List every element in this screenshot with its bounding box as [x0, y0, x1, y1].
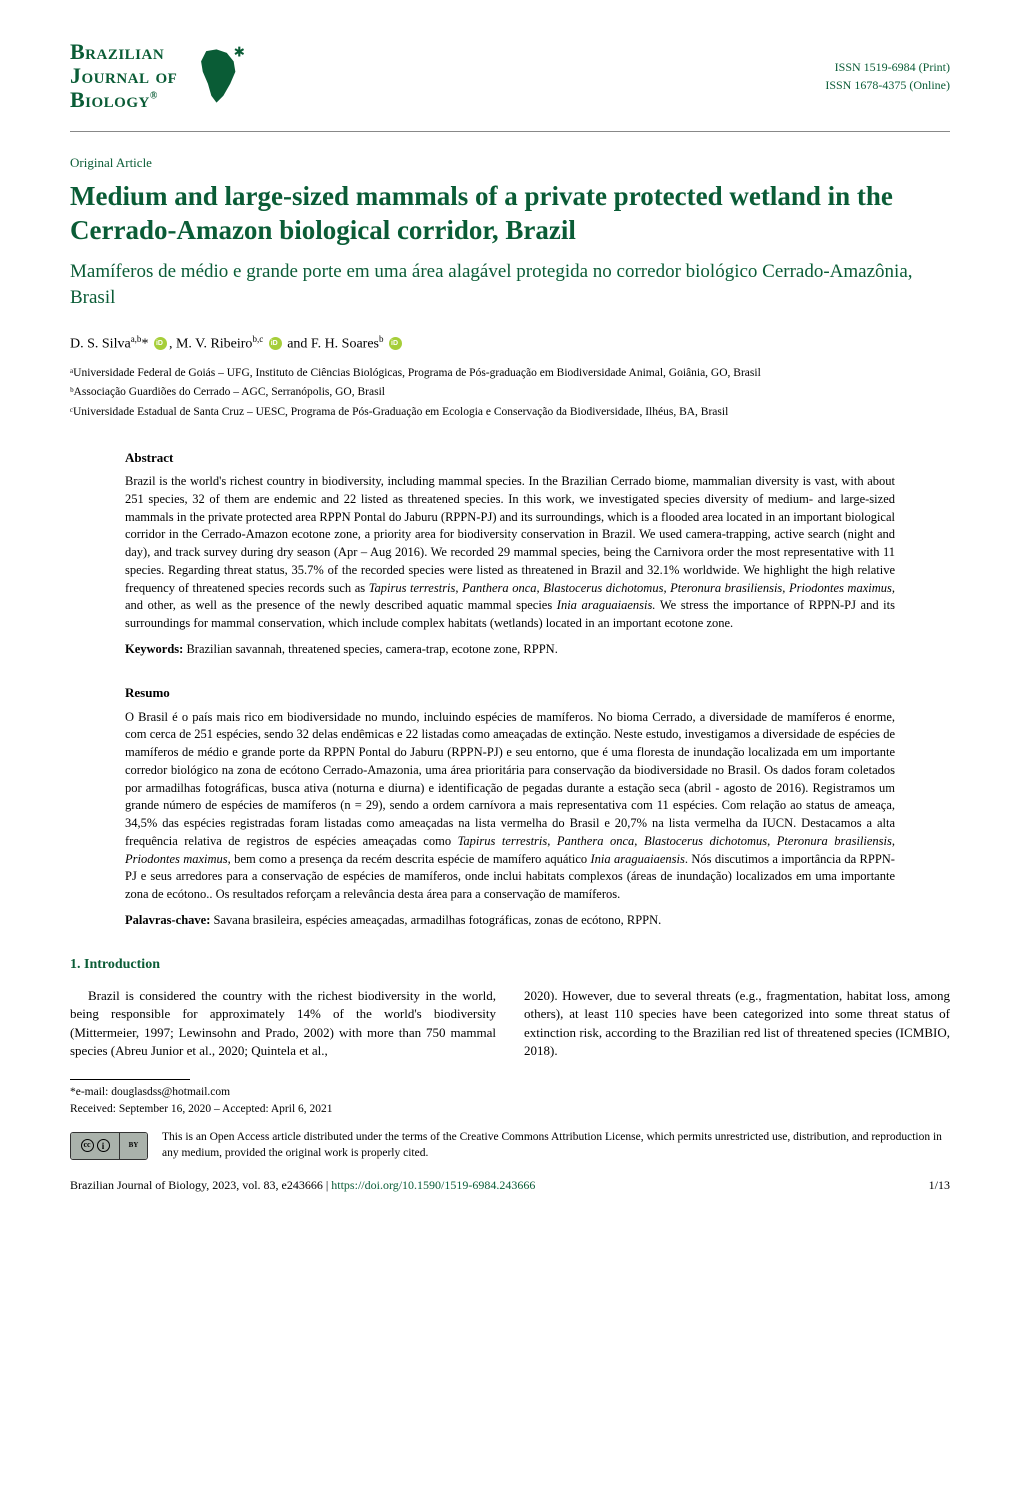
- journal-name-line3: Biology®: [70, 88, 177, 112]
- cc-by-badge-icon: cci BY: [70, 1132, 148, 1160]
- issn-online: ISSN 1678-4375 (Online): [825, 76, 950, 94]
- registered-mark: ®: [150, 91, 158, 102]
- palavras-chave-text: Savana brasileira, espécies ameaçadas, a…: [210, 913, 661, 927]
- introduction-para-right: 2020). However, due to several threats (…: [524, 987, 950, 1061]
- page-header: Brazilian Journal of Biology® ✱ ISSN 151…: [70, 40, 950, 132]
- introduction-heading: 1. Introduction: [70, 955, 950, 975]
- introduction-columns: Brazil is considered the country with th…: [70, 987, 950, 1061]
- south-america-map-icon: ✱: [189, 46, 244, 106]
- issn-block: ISSN 1519-6984 (Print) ISSN 1678-4375 (O…: [825, 58, 950, 94]
- doi-link[interactable]: https://doi.org/10.1590/1519-6984.243666: [331, 1178, 535, 1192]
- issn-print: ISSN 1519-6984 (Print): [825, 58, 950, 76]
- svg-text:✱: ✱: [234, 46, 244, 59]
- journal-name-line1: Brazilian: [70, 40, 177, 64]
- journal-name-line2: Journal of: [70, 64, 177, 88]
- keywords-label: Keywords:: [125, 642, 183, 656]
- affiliation-a: ᵃUniversidade Federal de Goiás – UFG, In…: [70, 364, 950, 382]
- manuscript-dates: Received: September 16, 2020 – Accepted:…: [70, 1101, 950, 1118]
- introduction-col-right: 2020). However, due to several threats (…: [524, 987, 950, 1061]
- corresponding-email: *e-mail: douglasdss@hotmail.com: [70, 1084, 950, 1101]
- page-number: 1/13: [929, 1177, 950, 1194]
- introduction-col-left: Brazil is considered the country with th…: [70, 987, 496, 1061]
- footer-citation: Brazilian Journal of Biology, 2023, vol.…: [70, 1177, 535, 1194]
- license-row: cci BY This is an Open Access article di…: [70, 1130, 950, 1161]
- abstract-english: Abstract Brazil is the world's richest c…: [125, 449, 895, 658]
- license-text: This is an Open Access article distribut…: [162, 1130, 950, 1161]
- abstract-heading: Abstract: [125, 449, 895, 467]
- affiliations: ᵃUniversidade Federal de Goiás – UFG, In…: [70, 364, 950, 421]
- footer-citation-text: Brazilian Journal of Biology, 2023, vol.…: [70, 1178, 331, 1192]
- affiliation-b: ᵇAssociação Guardiões do Cerrado – AGC, …: [70, 383, 950, 401]
- journal-logo: Brazilian Journal of Biology® ✱: [70, 40, 244, 113]
- keywords-text: Brazilian savannah, threatened species, …: [183, 642, 558, 656]
- palavras-chave-line: Palavras-chave: Savana brasileira, espéc…: [125, 912, 895, 930]
- abstract-body: Brazil is the world's richest country in…: [125, 473, 895, 633]
- footnote-rule: [70, 1079, 190, 1080]
- article-type: Original Article: [70, 154, 950, 172]
- journal-title: Brazilian Journal of Biology®: [70, 40, 177, 113]
- resumo-heading: Resumo: [125, 684, 895, 702]
- footnotes: *e-mail: douglasdss@hotmail.com Received…: [70, 1084, 950, 1119]
- introduction-para-left: Brazil is considered the country with th…: [70, 987, 496, 1061]
- journal-name-biology: Biology: [70, 87, 150, 112]
- article-title-english: Medium and large-sized mammals of a priv…: [70, 180, 950, 248]
- resumo-body: O Brasil é o país mais rico em biodivers…: [125, 709, 895, 904]
- palavras-chave-label: Palavras-chave:: [125, 913, 210, 927]
- page-footer: Brazilian Journal of Biology, 2023, vol.…: [70, 1177, 950, 1194]
- abstract-portuguese: Resumo O Brasil é o país mais rico em bi…: [125, 684, 895, 929]
- authors-line: D. S. Silvaa,b* , M. V. Ribeirob,c and F…: [70, 333, 950, 354]
- keywords-line: Keywords: Brazilian savannah, threatened…: [125, 641, 895, 659]
- affiliation-c: ᶜUniversidade Estadual de Santa Cruz – U…: [70, 403, 950, 421]
- article-title-portuguese: Mamíferos de médio e grande porte em uma…: [70, 259, 950, 310]
